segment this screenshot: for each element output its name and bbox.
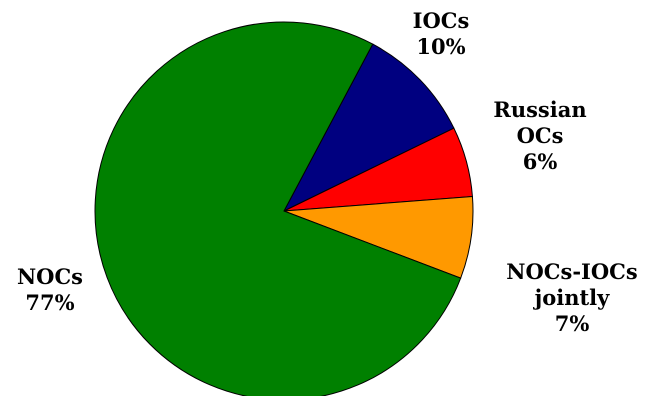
pie-label-russian-ocs: Russian OCs 6% <box>493 97 586 174</box>
pie-label-nocs-iocs-jointly: NOCs-IOCs jointly 7% <box>506 259 637 336</box>
pie-label-percent: 77% <box>25 290 74 315</box>
pie-slices <box>95 22 473 396</box>
pie-label-name: jointly <box>533 285 611 310</box>
pie-label-nocs: NOCs 77% <box>17 264 83 315</box>
pie-label-name: OCs <box>517 123 564 148</box>
pie-label-name: NOCs-IOCs <box>506 259 637 284</box>
pie-label-percent: 10% <box>416 34 465 59</box>
pie-label-percent: 7% <box>555 311 590 336</box>
pie-label-percent: 6% <box>523 149 558 174</box>
pie-label-name: Russian <box>493 97 586 122</box>
pie-label-name: IOCs <box>413 8 470 33</box>
pie-label-name: NOCs <box>17 264 83 289</box>
pie-label-iocs: IOCs 10% <box>413 8 470 59</box>
